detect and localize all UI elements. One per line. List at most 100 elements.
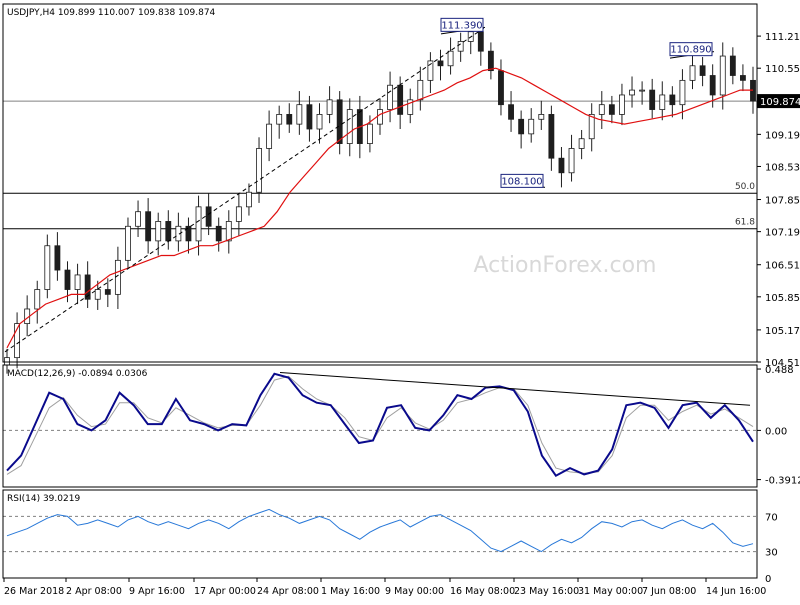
candle-body [185, 225, 192, 242]
watermark: ActionForex.com [474, 253, 657, 278]
candle [558, 147, 565, 188]
candle [528, 108, 535, 143]
candle [296, 91, 303, 135]
candle-body [256, 148, 262, 193]
moving-average-line [6, 67, 753, 349]
candle-body [276, 114, 283, 125]
price-axis-tick-label: 105.170 [765, 326, 800, 337]
time-axis-tick-label: 1 May 16:00 [321, 586, 380, 597]
candle-body [508, 104, 514, 120]
candle [699, 57, 706, 87]
rsi-panel [3, 508, 757, 553]
candle [54, 232, 61, 281]
candle [447, 37, 454, 75]
candle-body [538, 114, 545, 120]
candle-body [195, 206, 202, 242]
candle [84, 261, 91, 309]
candle-body [639, 89, 646, 92]
candle-body [528, 118, 535, 135]
candle [598, 91, 605, 130]
time-axis-tick-label: 2 Apr 08:00 [66, 586, 122, 597]
time-axis-tick-label: 9 May 00:00 [385, 586, 444, 597]
candle-body [558, 157, 565, 174]
price-axis-tick-label: 107.850 [765, 196, 800, 207]
candle-body [165, 221, 172, 242]
candle-body [578, 138, 585, 149]
candle [215, 217, 222, 252]
candle [14, 312, 21, 369]
candle [417, 66, 424, 111]
candle-body [225, 221, 232, 242]
candle [548, 105, 555, 171]
price-axis-tick-label: 108.530 [765, 162, 800, 173]
candle [568, 134, 575, 182]
price-annotation: 110.890 [669, 42, 715, 59]
annotation-label: 110.890 [670, 45, 711, 56]
candle-body [346, 109, 353, 145]
candle [669, 86, 676, 118]
last-price-tag-label: 109.874 [760, 97, 800, 108]
panel-border [2, 3, 758, 363]
candle-body [487, 50, 494, 72]
candle-body [739, 75, 746, 81]
candle-body [629, 89, 635, 96]
candle [185, 217, 192, 254]
candle [195, 195, 202, 256]
candle-body [4, 357, 10, 366]
candle [719, 42, 726, 110]
time-axis-tick-label: 14 Jun 16:00 [706, 586, 766, 597]
candle-body [709, 75, 716, 96]
candle-body [114, 259, 121, 295]
candle-body [407, 99, 414, 115]
candle [679, 69, 686, 120]
time-axis-tick-label: 23 May 16:00 [514, 586, 579, 597]
candle [346, 98, 353, 157]
candle-body [689, 65, 696, 81]
candle-body [135, 211, 141, 227]
candle [729, 47, 736, 85]
candle [336, 91, 343, 155]
candle-body [94, 289, 101, 300]
candle-body [750, 79, 756, 102]
candle-body [679, 79, 686, 106]
candle-body [175, 225, 182, 242]
candle-body [316, 114, 323, 130]
candle [578, 129, 585, 160]
candle-body [44, 245, 51, 290]
candle-body [447, 50, 454, 67]
candle [175, 212, 182, 252]
price-axis-tick-label: 109.190 [765, 130, 800, 141]
candle-body [477, 31, 484, 52]
candle-body [669, 94, 676, 106]
candle-body [286, 114, 293, 125]
annotation-box [500, 173, 544, 188]
candle-body [659, 94, 666, 110]
candle-body [34, 289, 41, 310]
rsi-line [6, 508, 754, 553]
candle [608, 95, 615, 124]
candle [266, 110, 273, 162]
time-axis-tick-label: 31 May 00:00 [578, 586, 643, 597]
candle [34, 280, 41, 324]
candle [94, 280, 101, 310]
candle-body [155, 221, 162, 242]
macd-axis-tick-label: 0.00 [765, 426, 787, 437]
last-price-tag-box [757, 94, 800, 109]
candle-body [235, 206, 242, 222]
candle-body [548, 114, 555, 159]
annotation-box [440, 17, 484, 32]
fib-level-label: 50.0 [735, 182, 755, 192]
candle-body [205, 206, 212, 227]
candle-body [326, 99, 333, 115]
candle-body [729, 55, 736, 76]
candle [407, 88, 414, 124]
time-axis-tick-label: 9 Apr 16:00 [129, 586, 185, 597]
candle-body [699, 65, 706, 76]
candle [135, 200, 141, 237]
candle [44, 234, 51, 299]
axes: 111.210 110.550 109.190 108.530 107.850 107.1… [3, 32, 800, 597]
candle-body [598, 104, 605, 115]
candle-body [588, 114, 595, 140]
